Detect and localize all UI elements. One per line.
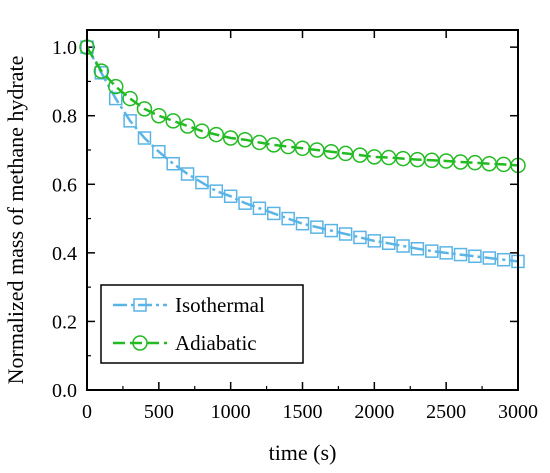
y-tick-labels: 0.0 0.2 0.4 0.6 0.8 1.0: [52, 37, 77, 402]
data-point-isothermal: [425, 244, 439, 258]
data-point-isothermal: [223, 189, 238, 204]
y-tick-label: 0.8: [52, 106, 77, 128]
data-point-adiabatic: [136, 101, 153, 117]
legend-marker-isothermal: [133, 298, 147, 312]
x-tick-labels: 0 500 1000 1500 2000 2500 3000: [82, 401, 538, 423]
data-point-isothermal: [310, 220, 324, 234]
data-point-adiabatic: [208, 126, 225, 143]
data-point-adiabatic: [237, 131, 253, 148]
data-point-isothermal: [367, 234, 382, 248]
data-point-isothermal: [252, 201, 267, 216]
plot-frame: [86, 29, 519, 391]
y-axis-label: Normalized mass of methane hydrate: [3, 56, 28, 385]
data-point-isothermal: [496, 252, 511, 267]
x-tick-label: 0: [82, 401, 92, 423]
data-point-isothermal: [123, 114, 137, 128]
data-point-adiabatic: [107, 78, 124, 95]
legend-label-adiabatic: Adiabatic: [175, 331, 257, 355]
data-point-adiabatic: [165, 113, 181, 129]
data-point-isothermal: [338, 227, 353, 241]
legend-marker-adiabatic: [132, 335, 148, 351]
y-tick-label: 0.2: [52, 311, 77, 333]
data-point-isothermal: [482, 251, 497, 265]
legend: Isothermal Adiabatic: [100, 284, 304, 364]
data-point-isothermal: [468, 249, 482, 264]
y-tick-label: 0.4: [52, 243, 77, 265]
data-point-adiabatic: [194, 123, 210, 139]
x-tick-label: 1500: [283, 401, 323, 423]
legend-label-isothermal: Isothermal: [175, 293, 265, 317]
data-point-isothermal: [238, 196, 252, 210]
legend-item-adiabatic: Adiabatic: [113, 331, 257, 355]
x-tick-label: 2000: [354, 401, 394, 423]
data-point-isothermal: [267, 206, 281, 221]
data-point-adiabatic: [93, 63, 110, 79]
series-line-adiabatic: [85, 46, 519, 167]
series-isothermal: [80, 40, 525, 269]
data-point-isothermal: [324, 223, 338, 238]
x-tick-label: 1000: [211, 401, 251, 423]
data-point-isothermal: [137, 131, 152, 145]
x-tick-label: 3000: [498, 401, 538, 423]
legend-item-isothermal: Isothermal: [113, 293, 265, 317]
data-point-isothermal: [108, 91, 123, 106]
series-adiabatic: [79, 39, 526, 174]
data-point-isothermal: [281, 211, 295, 226]
data-point-isothermal: [410, 241, 425, 256]
data-point-isothermal: [439, 246, 453, 260]
data-point-isothermal: [209, 184, 224, 198]
data-point-adiabatic: [179, 118, 196, 134]
x-tick-label: 500: [144, 401, 174, 423]
data-point-isothermal: [180, 167, 195, 181]
data-point-isothermal: [152, 144, 166, 159]
data-point-adiabatic: [151, 107, 167, 124]
y-tick-label: 1.0: [52, 37, 77, 59]
x-axis-label: time (s): [269, 440, 337, 465]
series-line-isothermal: [85, 46, 519, 263]
data-point-isothermal: [381, 236, 396, 251]
data-point-isothermal: [353, 230, 367, 245]
data-point-adiabatic: [122, 90, 138, 107]
data-point-isothermal: [166, 156, 180, 171]
legend-box: [100, 284, 304, 364]
y-tick-label: 0.6: [52, 174, 77, 196]
data-point-isothermal: [396, 239, 410, 253]
data-point-isothermal: [295, 216, 310, 231]
series-layer: [79, 39, 526, 269]
data-point-isothermal: [195, 175, 209, 190]
y-tick-label: 0.0: [52, 380, 77, 402]
data-point-isothermal: [453, 247, 468, 262]
x-tick-label: 2500: [426, 401, 466, 423]
